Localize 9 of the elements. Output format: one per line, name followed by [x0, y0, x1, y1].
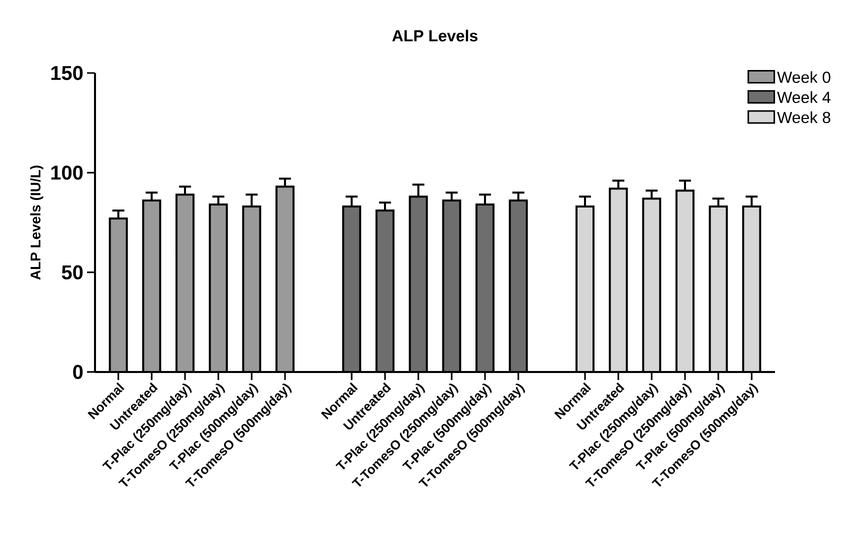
legend-label: Week 8 [777, 111, 830, 124]
legend-label: Week 4 [777, 91, 831, 104]
y-tick-label: 50 [62, 265, 83, 280]
y-tick-label: 0 [73, 364, 83, 380]
chart-title: ALP Levels [392, 30, 478, 42]
y-tick-label: 100 [51, 166, 83, 180]
y-tick-label: 150 [51, 66, 83, 80]
legend-label: Week 0 [777, 71, 830, 83]
y-axis-title: ALP Levels (IU/L) [30, 166, 44, 280]
